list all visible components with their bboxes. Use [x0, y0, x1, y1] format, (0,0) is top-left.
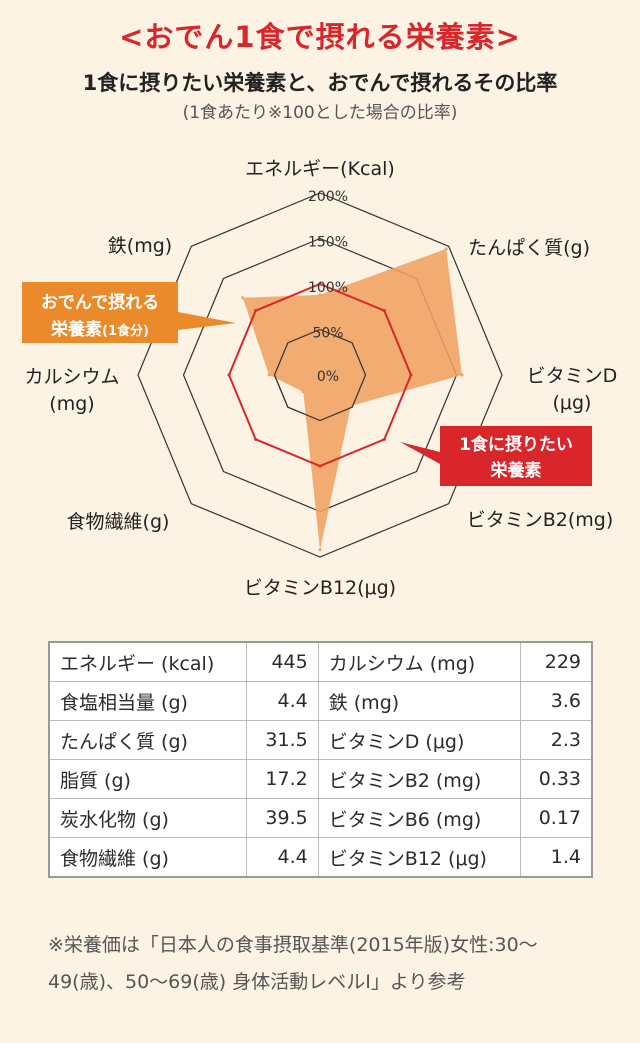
nutrition-table: エネルギー (kcal) 445 カルシウム (mg) 229 食塩相当量 (g) 4.4… [48, 641, 593, 878]
callout-target-bg [400, 426, 592, 486]
chart-subtitle: 1食に摂りたい栄養素と、おでんで摂れるその比率 [82, 71, 558, 95]
series-target-point-5 [254, 437, 258, 441]
series-oden-point-2 [460, 373, 464, 377]
series-oden-point-1 [444, 247, 448, 251]
row-label-right: カルシウム (mg) [317, 641, 521, 682]
series-oden-point-3 [349, 404, 353, 408]
footnote: ※栄養価は「日本人の食事摂取基準(2015年版)女性:30〜49(歳)、50〜6… [48, 934, 538, 993]
series-target-point-3 [382, 437, 386, 441]
series-target-point-6 [227, 373, 231, 377]
tick-label-2: 100% [308, 280, 348, 296]
table-row: 食物繊維 (g) 4.4 ビタミンB12 (μg) 1.4 [48, 837, 593, 878]
row-value-left: 4.4 [246, 681, 319, 721]
axis-label-4: ビタミンB12(μg) [244, 577, 396, 599]
callout-target-line2: 栄養素 [490, 460, 542, 481]
series-target-point-1 [382, 309, 386, 313]
row-label-left: 食物繊維 (g) [48, 837, 248, 878]
row-value-left: 4.4 [246, 837, 319, 878]
row-label-left: 炭水化物 (g) [48, 798, 248, 838]
row-label-left: エネルギー (kcal) [48, 641, 248, 682]
row-label-left: たんぱく質 (g) [48, 720, 248, 760]
row-value-left: 39.5 [246, 798, 319, 838]
table-row: エネルギー (kcal) 445 カルシウム (mg) 229 [48, 641, 593, 682]
series-oden-area [242, 248, 462, 550]
series-target-point-0 [318, 282, 322, 286]
axis-label-6: カルシウム(mg) [24, 366, 119, 415]
callout-oden-line1: おでんで摂れる [41, 292, 159, 313]
series-target-point-4 [318, 464, 322, 468]
series-oden-point-0 [318, 293, 322, 297]
tick-label-4: 200% [308, 189, 348, 205]
row-label-right: ビタミンB2 (mg) [317, 759, 521, 799]
axis-label-5: 食物繊維(g) [67, 511, 170, 533]
chart-title: <おでん1食で摂れる栄養素> [119, 20, 521, 54]
table-row: 脂質 (g) 17.2 ビタミンB2 (mg) 0.33 [48, 759, 593, 799]
tick-label-1: 50% [312, 326, 343, 342]
chart-note: (1食あたり※100とした場合の比率) [182, 103, 458, 123]
row-label-left: 脂質 (g) [48, 759, 248, 799]
callout-oden-line2: 栄養素(1食分) [50, 319, 149, 340]
series-target-point-2 [409, 373, 413, 377]
row-value-right: 0.33 [519, 759, 593, 799]
row-label-right: ビタミンB6 (mg) [317, 798, 521, 838]
callout-target-line1: 1食に摂りたい [459, 434, 573, 455]
series-oden-point-7 [241, 296, 245, 300]
callout-oden-bg [22, 282, 236, 343]
series-oden-point-6 [267, 373, 271, 377]
row-value-right: 229 [519, 641, 593, 682]
series-oden-point-4 [318, 548, 322, 552]
row-value-left: 31.5 [246, 720, 319, 760]
row-value-left: 17.2 [246, 759, 319, 799]
axis-label-0: エネルギー(Kcal) [245, 158, 395, 180]
row-label-right: 鉄 (mg) [317, 681, 521, 721]
axis-label-7: 鉄(mg) [108, 235, 172, 257]
row-label-right: ビタミンD (μg) [317, 720, 521, 760]
row-value-right: 2.3 [519, 720, 593, 760]
row-label-right: ビタミンB12 (μg) [317, 837, 521, 878]
grid-ring-overlay-50 [273, 328, 367, 422]
axis-label-2: ビタミンD (μg) [527, 365, 618, 414]
row-value-right: 3.6 [519, 681, 593, 721]
table-row: 食塩相当量 (g) 4.4 鉄 (mg) 3.6 [48, 681, 593, 721]
tick-label-3: 150% [308, 235, 348, 251]
row-label-left: 食塩相当量 (g) [48, 681, 248, 721]
table-row: たんぱく質 (g) 31.5 ビタミンD (μg) 2.3 [48, 720, 593, 760]
row-value-left: 445 [246, 641, 319, 682]
table-row: 炭水化物 (g) 39.5 ビタミンB6 (mg) 0.17 [48, 798, 593, 838]
tick-label-0: 0% [317, 369, 339, 385]
row-value-right: 0.17 [519, 798, 593, 838]
series-target-point-7 [254, 309, 258, 313]
radar-chart: 0% 50% 100% 150% 200% エネルギー(Kcal) たんぱく質(g) ビタミン… [22, 158, 618, 599]
axis-label-3: ビタミンB2(mg) [467, 509, 614, 531]
axis-label-1: たんぱく質(g) [468, 237, 590, 259]
row-value-right: 1.4 [519, 837, 593, 878]
series-oden-point-5 [301, 390, 305, 394]
